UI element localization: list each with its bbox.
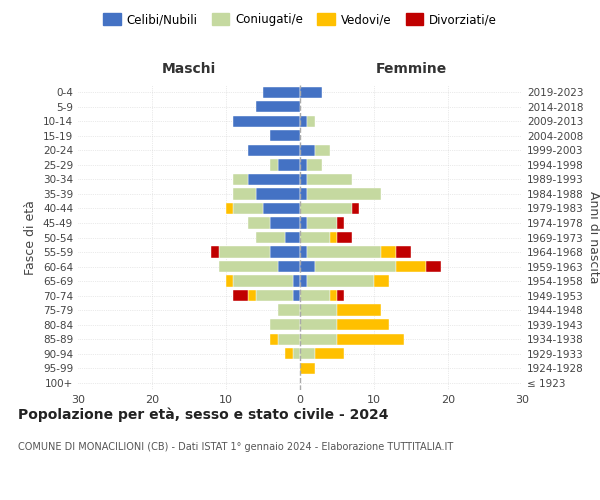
Text: Femmine: Femmine [376, 62, 446, 76]
Text: Popolazione per età, sesso e stato civile - 2024: Popolazione per età, sesso e stato civil… [18, 408, 389, 422]
Text: COMUNE DI MONACILIONI (CB) - Dati ISTAT 1° gennaio 2024 - Elaborazione TUTTITALI: COMUNE DI MONACILIONI (CB) - Dati ISTAT … [18, 442, 453, 452]
Bar [307, 174, 352, 185]
Bar [218, 261, 278, 272]
Bar [300, 174, 307, 185]
Bar [271, 246, 300, 258]
Bar [300, 362, 315, 374]
Bar [218, 246, 271, 258]
Bar [300, 116, 307, 127]
Bar [396, 261, 426, 272]
Bar [263, 203, 300, 214]
Bar [233, 276, 293, 286]
Bar [329, 290, 337, 302]
Bar [374, 276, 389, 286]
Bar [233, 116, 300, 127]
Legend: Celibi/Nubili, Coniugati/e, Vedovi/e, Divorziati/e: Celibi/Nubili, Coniugati/e, Vedovi/e, Di… [98, 8, 502, 31]
Bar [226, 276, 233, 286]
Bar [300, 246, 307, 258]
Y-axis label: Anni di nascita: Anni di nascita [587, 191, 600, 284]
Bar [271, 159, 278, 170]
Bar [300, 188, 307, 200]
Bar [300, 218, 307, 228]
Bar [271, 334, 278, 345]
Bar [337, 334, 404, 345]
Bar [271, 319, 300, 330]
Bar [278, 159, 300, 170]
Bar [315, 261, 396, 272]
Bar [293, 276, 300, 286]
Bar [300, 348, 315, 360]
Bar [300, 304, 337, 316]
Bar [248, 290, 256, 302]
Bar [233, 174, 248, 185]
Bar [256, 290, 293, 302]
Bar [307, 159, 322, 170]
Bar [300, 86, 322, 98]
Bar [307, 276, 374, 286]
Bar [307, 246, 382, 258]
Bar [300, 261, 315, 272]
Bar [278, 334, 300, 345]
Bar [248, 144, 300, 156]
Bar [307, 218, 337, 228]
Bar [300, 276, 307, 286]
Bar [293, 290, 300, 302]
Bar [329, 232, 337, 243]
Bar [337, 290, 344, 302]
Bar [307, 188, 382, 200]
Bar [211, 246, 218, 258]
Bar [293, 348, 300, 360]
Bar [352, 203, 359, 214]
Bar [271, 218, 300, 228]
Bar [278, 304, 300, 316]
Bar [256, 232, 285, 243]
Y-axis label: Fasce di età: Fasce di età [25, 200, 37, 275]
Bar [307, 116, 315, 127]
Bar [300, 203, 352, 214]
Bar [382, 246, 396, 258]
Bar [300, 290, 329, 302]
Bar [337, 304, 382, 316]
Bar [233, 188, 256, 200]
Bar [263, 86, 300, 98]
Bar [285, 232, 300, 243]
Bar [271, 130, 300, 141]
Bar [337, 218, 344, 228]
Bar [233, 290, 248, 302]
Bar [278, 261, 300, 272]
Bar [426, 261, 440, 272]
Bar [248, 174, 300, 185]
Bar [315, 348, 344, 360]
Bar [337, 319, 389, 330]
Bar [256, 188, 300, 200]
Bar [226, 203, 233, 214]
Bar [300, 144, 315, 156]
Bar [285, 348, 293, 360]
Bar [300, 319, 337, 330]
Bar [233, 203, 263, 214]
Bar [256, 101, 300, 112]
Bar [337, 232, 352, 243]
Bar [315, 144, 329, 156]
Bar [396, 246, 411, 258]
Text: Maschi: Maschi [162, 62, 216, 76]
Bar [300, 334, 337, 345]
Bar [300, 159, 307, 170]
Bar [248, 218, 271, 228]
Bar [300, 232, 329, 243]
